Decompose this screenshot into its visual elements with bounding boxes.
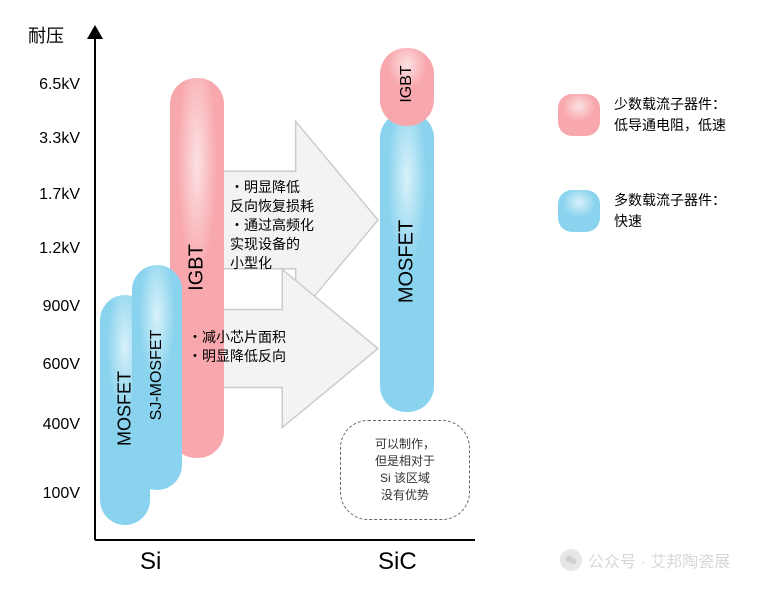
y-tick-label: 1.2kV [20,240,80,258]
sic_igbt-pill: IGBT [380,48,434,126]
legend-text: 多数载流子器件：快速 [614,190,726,232]
arrow-note: ・减小芯片面积・明显降低反向 [188,328,286,366]
sic_mosfet-pill: MOSFET [380,112,434,412]
legend-text: 少数载流子器件：低导通电阻，低速 [614,94,726,136]
sic-low-voltage-note: 可以制作，但是相对于Si 该区域没有优势 [340,420,470,520]
y-tick-label: 3.3kV [20,130,80,148]
si_sjmosfet-label: SJ-MOSFET [148,315,166,435]
y-tick-label: 6.5kV [20,76,80,94]
y-tick-label: 100V [20,485,80,503]
chart-area: 耐压 6.5kV3.3kV1.7kV1.2kV900V600V400V100V … [0,0,765,590]
y-tick-label: 900V [20,298,80,316]
y-axis-title: 耐压 [28,22,64,48]
sic_mosfet-label: MOSFET [396,202,419,322]
legend-swatch [558,94,600,136]
arrow-note: ・明显降低 反向恢复损耗・通过高频化 实现设备的 小型化 [230,178,314,272]
legend-swatch [558,190,600,232]
x-axis-label: SiC [378,548,417,576]
y-tick-label: 1.7kV [20,186,80,204]
y-tick-label: 400V [20,416,80,434]
watermark-text: 公众号 · 艾邦陶瓷展 [588,548,730,572]
watermark: 公众号 · 艾邦陶瓷展 [560,548,730,572]
wechat-icon [560,549,582,571]
y-tick-label: 600V [20,356,80,374]
si_sjmosfet-pill: SJ-MOSFET [132,265,182,490]
sic_igbt-label: IGBT [398,24,416,144]
si_igbt-label: IGBT [186,208,209,328]
x-axis-label: Si [140,548,161,576]
